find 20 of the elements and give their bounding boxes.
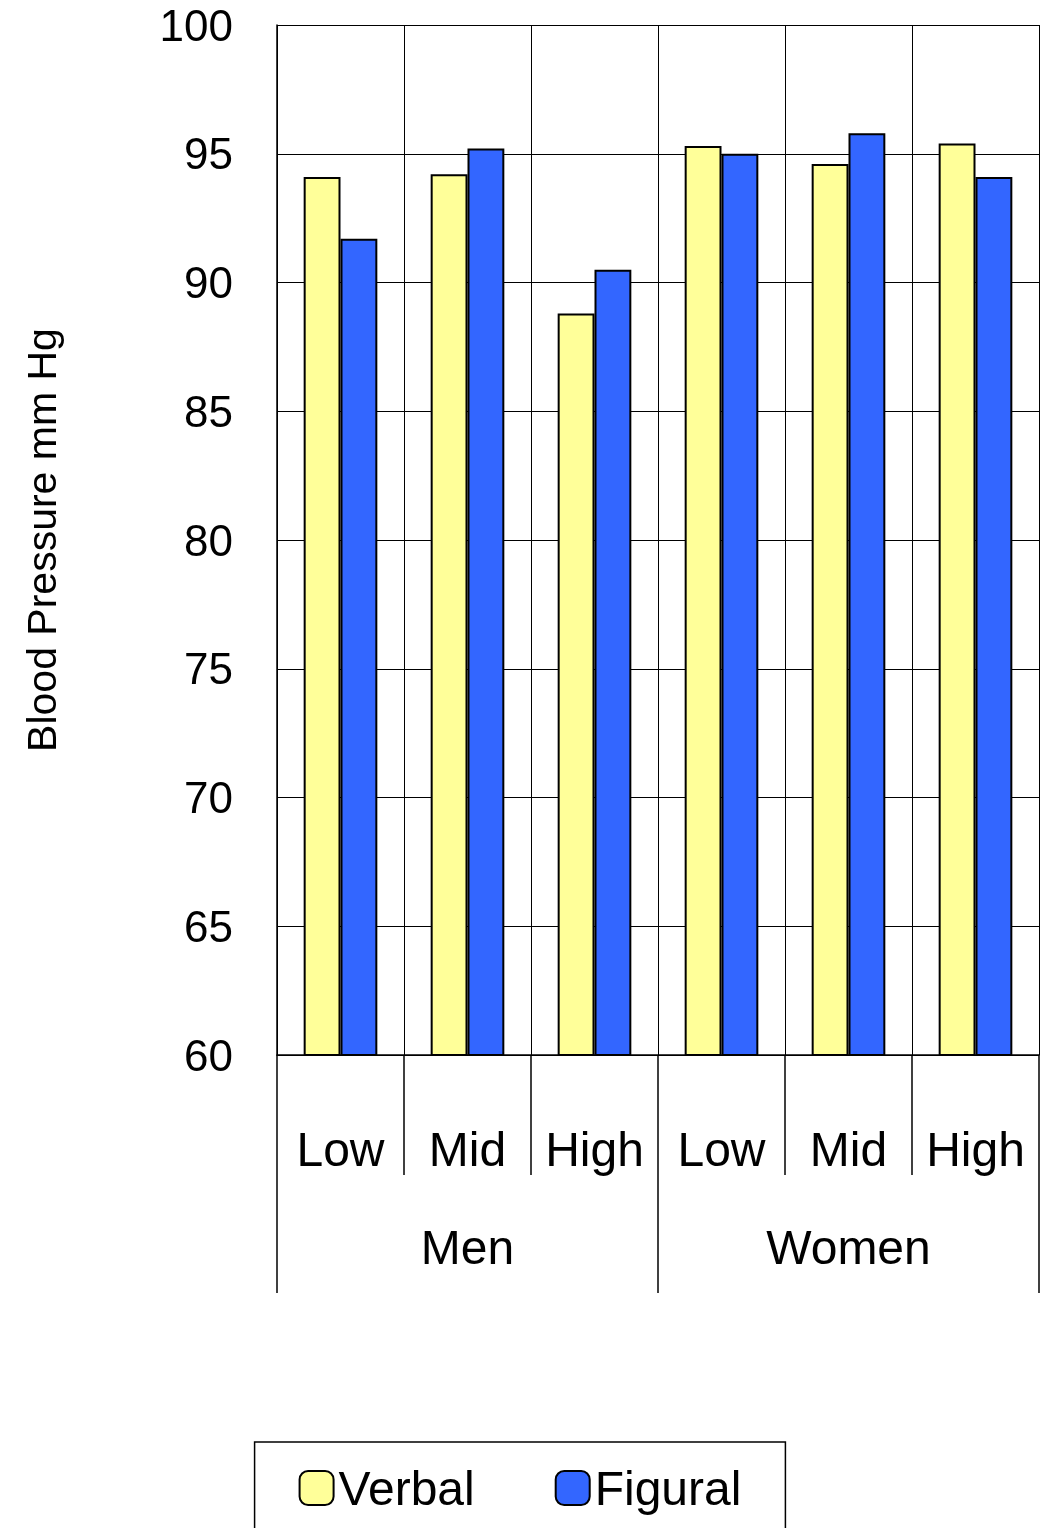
x-tick-label: Mid (428, 1122, 507, 1176)
legend-label: Verbal (338, 1461, 475, 1515)
y-tick-label: 80 (184, 515, 233, 565)
y-tick-label: 95 (184, 129, 233, 179)
legend-label: Figural (594, 1461, 742, 1515)
x-tick-label: High (545, 1122, 644, 1176)
y-axis-title: Blood Pressure mm Hg (18, 328, 65, 752)
text: Men (420, 1220, 515, 1274)
y-tick-label: 90 (184, 258, 233, 307)
x-tick-label: High (926, 1122, 1025, 1176)
y-tick-label: 60 (184, 1030, 233, 1080)
y-tick-label: 70 (184, 773, 233, 822)
y-tick-label: 75 (184, 644, 233, 694)
x-tick-label: Low (677, 1122, 766, 1176)
y-tick-label: 85 (184, 386, 233, 436)
y-tick-label: 100 (159, 0, 233, 50)
text: Women (766, 1220, 931, 1274)
x-tick-label: Mid (809, 1122, 888, 1176)
x-tick-label: Low (296, 1122, 385, 1176)
y-tick-label: 65 (184, 901, 233, 951)
